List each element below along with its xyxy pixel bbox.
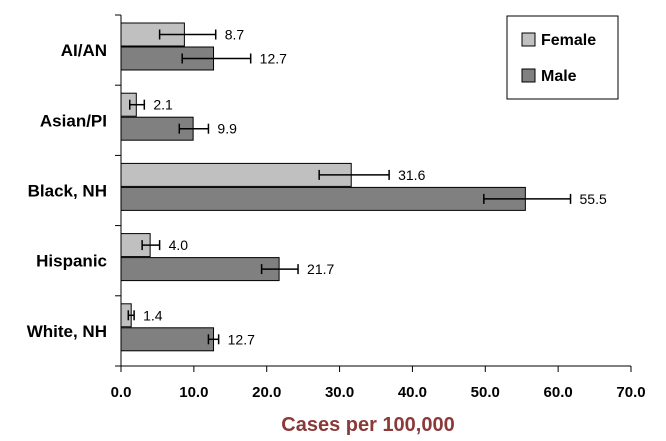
x-tick-label: 50.0 (471, 384, 500, 401)
bar (120, 327, 215, 352)
data-label: 4.0 (169, 237, 189, 253)
bar (120, 186, 526, 211)
legend-label-male: Male (541, 68, 577, 85)
x-tick-label: 20.0 (252, 384, 281, 401)
data-label: 12.7 (260, 51, 287, 67)
legend-swatch-female (521, 32, 536, 47)
data-label: 12.7 (228, 331, 255, 347)
category-label: Black, NH (28, 182, 107, 201)
legend-label-female: Female (541, 32, 596, 49)
data-label: 8.7 (225, 27, 245, 43)
bar (120, 162, 352, 187)
data-label: 1.4 (143, 307, 163, 323)
data-label: 9.9 (217, 121, 237, 137)
x-axis-title: Cases per 100,000 (281, 414, 454, 436)
x-tick-label: 60.0 (544, 384, 573, 401)
category-label: Hispanic (36, 252, 107, 271)
data-label: 55.5 (580, 191, 607, 207)
x-tick-label: 10.0 (179, 384, 208, 401)
legend: Female Male (506, 15, 619, 100)
x-tick-label: 70.0 (616, 384, 645, 401)
data-label: 31.6 (398, 167, 425, 183)
legend-box (506, 15, 619, 100)
legend-swatch-male (521, 68, 536, 83)
data-label: 21.7 (307, 261, 334, 277)
x-tick-label: 0.0 (111, 384, 132, 401)
bar (120, 257, 280, 282)
axes-layer: AI/AN Asian/PI Black, NH Hispanic White, NH 0… (27, 14, 646, 401)
data-label: 2.1 (153, 97, 173, 113)
category-label: Asian/PI (40, 111, 107, 130)
x-tick-label: 30.0 (325, 384, 354, 401)
category-label: White, NH (27, 322, 107, 341)
x-tick-label: 40.0 (398, 384, 427, 401)
bars-layer: 8.7 12.7 2.1 9.9 31.6 55.5 4.0 21.7 1.4 12.7 (120, 22, 607, 352)
category-label: AI/AN (61, 41, 107, 60)
